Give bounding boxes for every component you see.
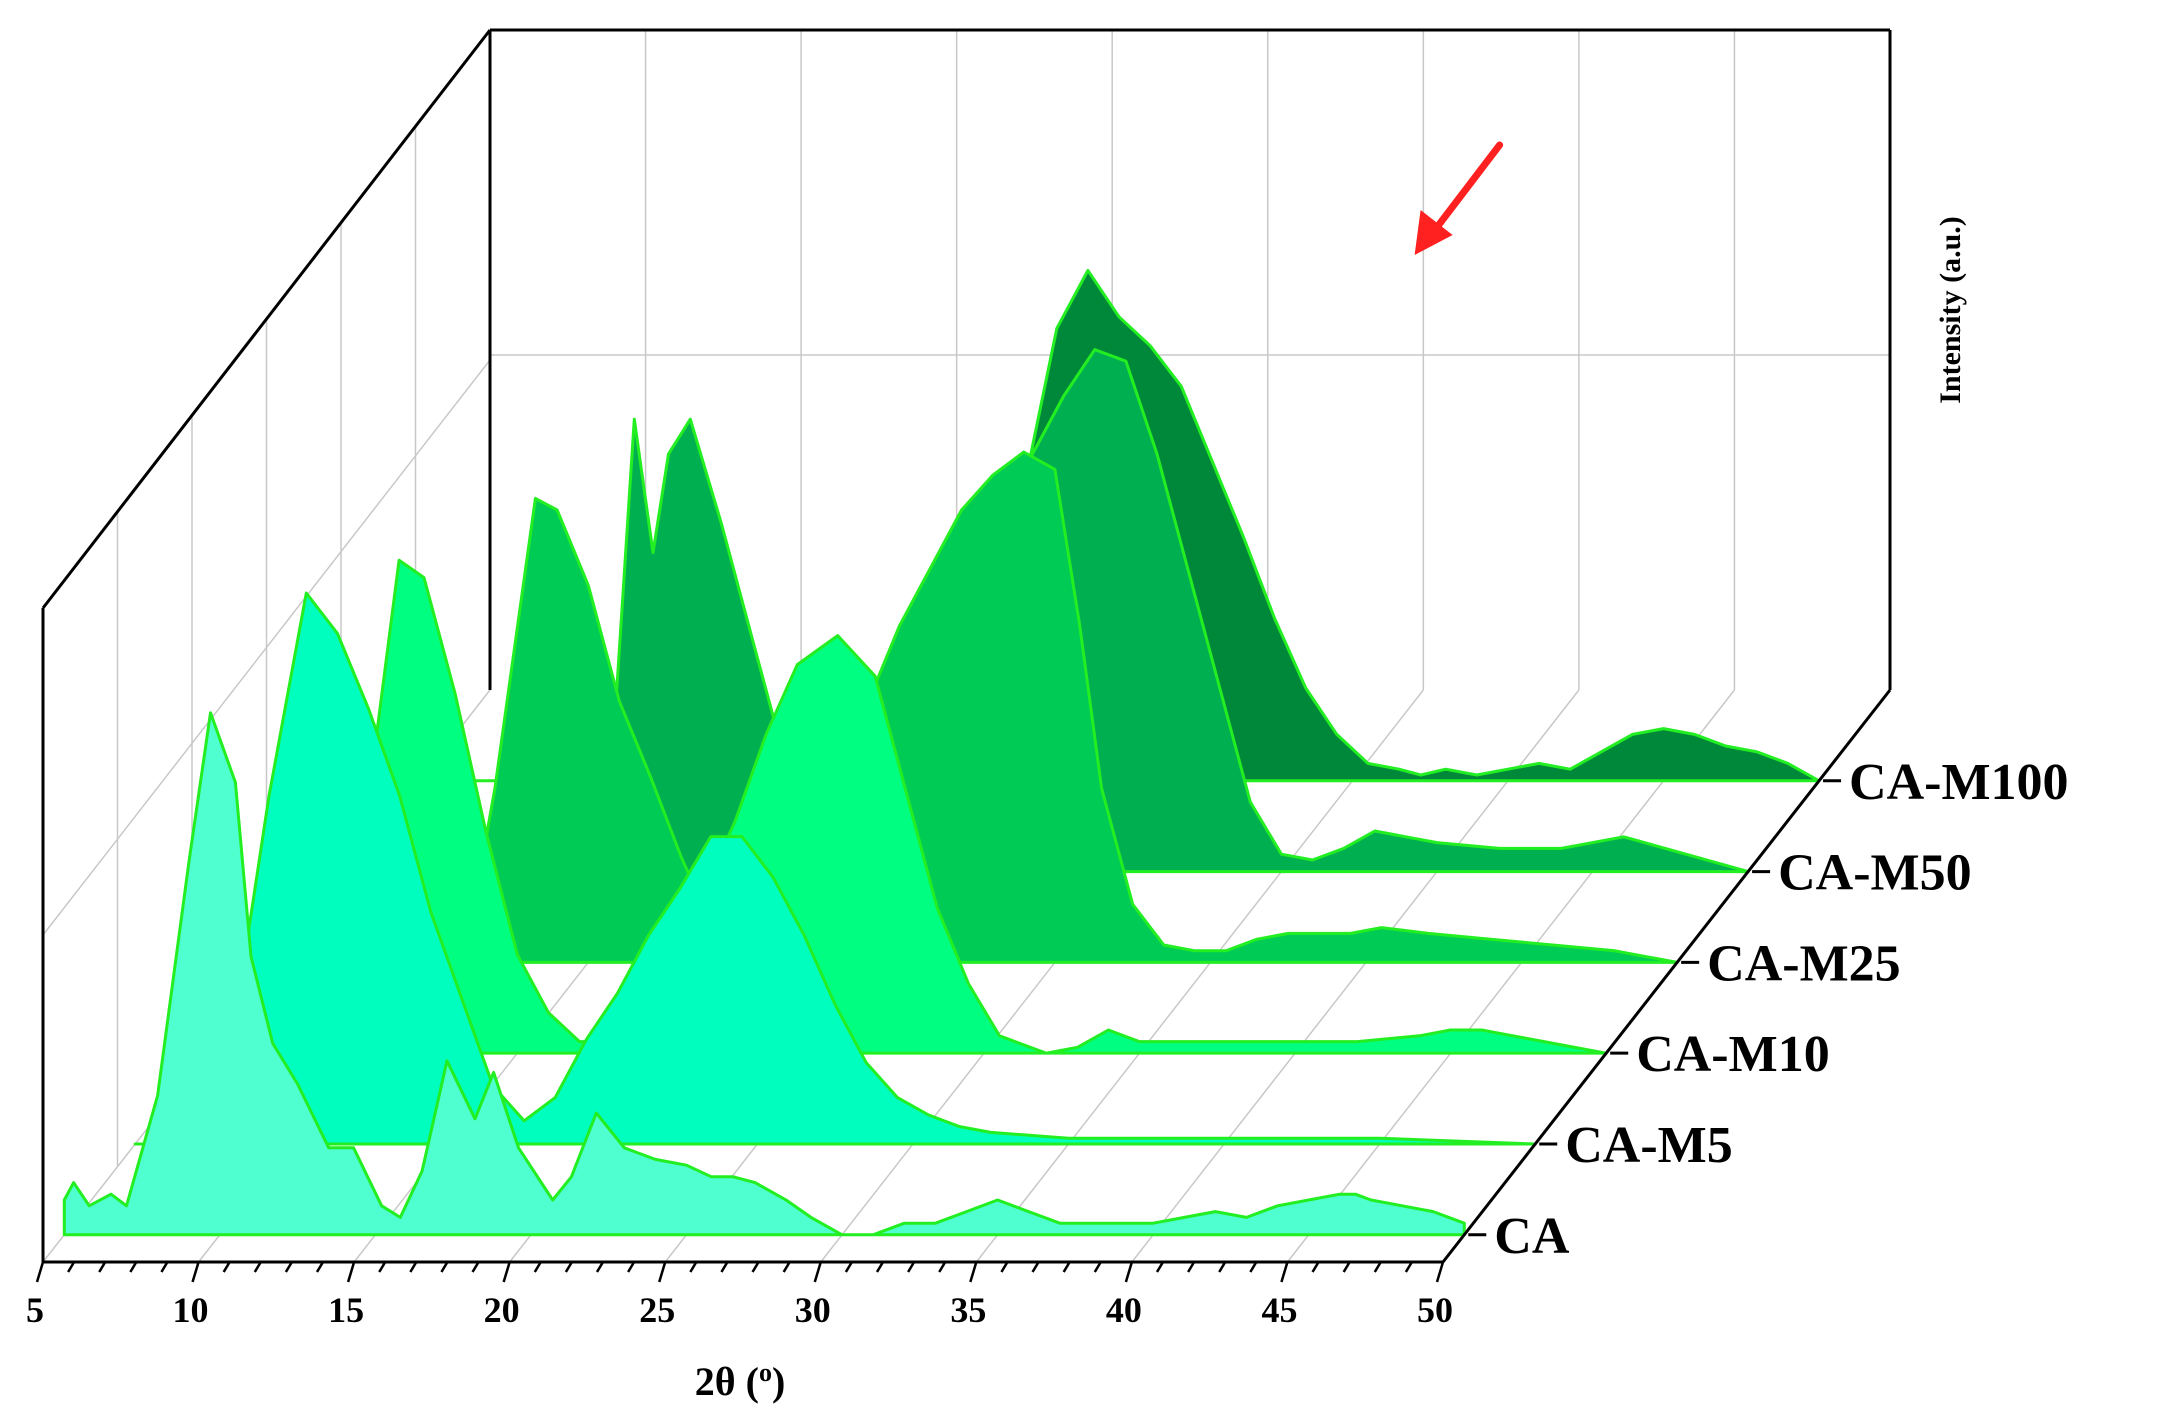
- x-major-tick: [1124, 1261, 1134, 1283]
- arrow-head: [1414, 210, 1453, 255]
- x-major-tick: [813, 1261, 822, 1283]
- x-tick-label: 45: [1261, 1290, 1297, 1330]
- x-minor-tick: [1249, 1261, 1258, 1273]
- depth-axis-line: [1441, 689, 1892, 1263]
- x-minor-tick: [129, 1261, 138, 1273]
- x-tick-label: 15: [328, 1290, 364, 1330]
- series-label-ca-m25: CA-M25: [1707, 935, 1901, 992]
- x-minor-tick: [1031, 1261, 1040, 1273]
- x-major-tick: [969, 1261, 978, 1283]
- arrow-shaft: [1429, 141, 1504, 237]
- x-minor-tick: [751, 1261, 760, 1273]
- x-tick-label: 40: [1106, 1290, 1142, 1330]
- x-tick-label: 20: [484, 1290, 520, 1330]
- x-major-tick: [346, 1261, 356, 1283]
- x-minor-tick: [315, 1261, 325, 1273]
- x-minor-tick: [1187, 1261, 1196, 1273]
- x-minor-tick: [1342, 1261, 1351, 1273]
- x-minor-tick: [1218, 1261, 1227, 1273]
- x-minor-tick: [409, 1261, 418, 1273]
- x-major-tick: [658, 1261, 667, 1283]
- x-major-tick: [1280, 1261, 1289, 1283]
- x-major-tick: [35, 1261, 45, 1283]
- series-labels: CA-M100 CA-M50 CA-M25 CA-M10 CA-M5 CA: [1468, 754, 2069, 1265]
- x-minor-tick: [160, 1261, 169, 1273]
- x-minor-tick: [1373, 1261, 1382, 1273]
- y-axis-title: Intensity (a.u.): [1934, 216, 1967, 404]
- x-minor-tick: [938, 1261, 947, 1273]
- x-minor-tick: [595, 1261, 605, 1273]
- chart-frame: [41, 28, 1892, 1264]
- x-minor-tick: [875, 1261, 885, 1273]
- series-layer: [62, 268, 1821, 1237]
- series-label-ca-m5: CA-M5: [1565, 1117, 1733, 1174]
- x-axis-title-main: 2θ (: [695, 1359, 759, 1404]
- x-minor-tick: [98, 1261, 107, 1273]
- x-tick-label: 10: [173, 1290, 209, 1330]
- x-minor-tick: [907, 1261, 916, 1273]
- x-minor-tick: [440, 1261, 449, 1273]
- frame-edge: [41, 29, 492, 609]
- x-axis: 5 10 15 20 25 30 35 40 45 50: [26, 1261, 1453, 1330]
- x-minor-tick: [1093, 1261, 1102, 1273]
- x-minor-tick: [1000, 1261, 1009, 1273]
- x-minor-tick: [533, 1261, 542, 1273]
- x-major-tick: [191, 1261, 200, 1283]
- x-axis-title: 2θ (o): [695, 1358, 786, 1405]
- floor-grid-line: [1286, 689, 1736, 1263]
- series-area-ca-m10: [204, 558, 1608, 1055]
- x-tick-label: 35: [950, 1290, 986, 1330]
- x-minor-tick: [564, 1261, 573, 1273]
- x-minor-tick: [378, 1261, 387, 1273]
- x-axis-title-sup: o: [759, 1358, 772, 1387]
- floor-grid-line: [975, 689, 1424, 1263]
- x-minor-tick: [284, 1261, 293, 1273]
- x-minor-tick: [720, 1261, 729, 1273]
- x-minor-tick: [471, 1261, 480, 1273]
- x-minor-tick: [1062, 1261, 1071, 1273]
- x-minor-tick: [782, 1261, 791, 1273]
- x-minor-tick: [253, 1261, 262, 1273]
- x-minor-tick: [1155, 1261, 1165, 1273]
- series-label-ca: CA: [1494, 1208, 1570, 1265]
- annotation-arrow: [1414, 141, 1504, 255]
- floor-grid-line: [1131, 689, 1580, 1263]
- x-axis-title-close: ): [772, 1359, 785, 1404]
- x-minor-tick: [627, 1261, 636, 1273]
- series-label-ca-m50: CA-M50: [1778, 845, 1972, 902]
- x-tick-label: 50: [1417, 1290, 1453, 1330]
- x-minor-tick: [844, 1261, 853, 1273]
- x-minor-tick: [222, 1261, 231, 1273]
- x-minor-tick: [1311, 1261, 1320, 1273]
- series-area-ca: [62, 711, 1466, 1237]
- x-tick-label: 30: [795, 1290, 831, 1330]
- series-label-ca-m100: CA-M100: [1849, 754, 2069, 811]
- series-area-ca-m25: [275, 450, 1679, 964]
- x-minor-tick: [689, 1261, 698, 1273]
- x-tick-label: 5: [26, 1290, 44, 1330]
- x-tick-label: 25: [639, 1290, 675, 1330]
- x-major-tick: [502, 1261, 511, 1283]
- series-label-ca-m10: CA-M10: [1636, 1026, 1830, 1083]
- x-minor-tick: [1404, 1261, 1413, 1273]
- x-major-tick: [1435, 1261, 1445, 1283]
- x-minor-tick: [67, 1261, 76, 1273]
